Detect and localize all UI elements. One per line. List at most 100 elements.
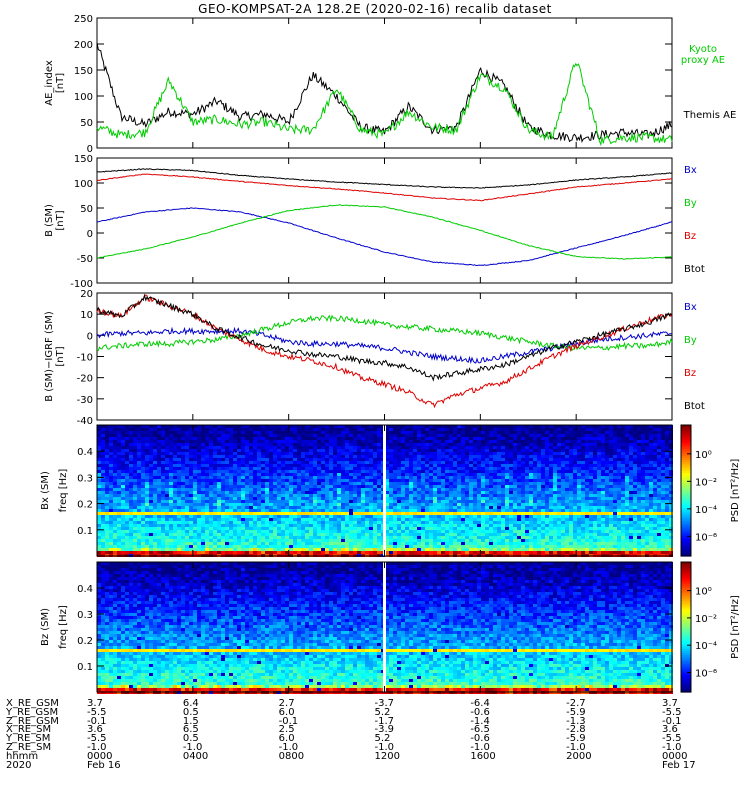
psd-cell (181, 437, 185, 440)
psd-cell (113, 461, 117, 464)
psd-cell (657, 485, 661, 488)
psd-cell (161, 503, 165, 506)
psd-cell (665, 467, 669, 470)
psd-cell (197, 485, 201, 488)
psd-cell (249, 440, 253, 443)
psd-cell (413, 503, 417, 506)
psd-cell (553, 434, 557, 437)
psd-cell (433, 440, 437, 443)
psd-cell (629, 473, 633, 476)
psd-cell (633, 461, 637, 464)
psd-cell (385, 506, 389, 509)
psd-cell (101, 506, 105, 509)
psd-cell (253, 518, 257, 521)
psd-cell (497, 515, 501, 518)
psd-cell (221, 491, 225, 494)
psd-cell (261, 446, 265, 449)
psd-cell (521, 470, 525, 473)
psd-cell (349, 428, 353, 431)
psd-cell (193, 503, 197, 506)
psd-cell (113, 485, 117, 488)
psd-cell (561, 467, 565, 470)
psd-cell (553, 524, 557, 527)
psd-cell (425, 467, 429, 470)
psd-cell (229, 473, 233, 476)
psd-cell (129, 491, 133, 494)
psd-cell (593, 491, 597, 494)
psd-cell (653, 476, 657, 479)
psd-cell (517, 500, 521, 503)
psd-cell (97, 458, 101, 461)
psd-cell (145, 488, 149, 491)
psd-cell (473, 425, 477, 428)
psd-cell (509, 425, 513, 428)
psd-cell (213, 494, 217, 497)
psd-cell (269, 497, 273, 500)
psd-cell (529, 467, 533, 470)
psd-cell (653, 440, 657, 443)
psd-cell (189, 500, 193, 503)
psd-cell (189, 485, 193, 488)
psd-cell (409, 521, 413, 524)
psd-cell (241, 512, 245, 515)
psd-cell (629, 497, 633, 500)
psd-cell (541, 509, 545, 512)
psd-cell (145, 470, 149, 473)
psd-cell (121, 518, 125, 521)
psd-cell (385, 518, 389, 521)
psd-cell (241, 506, 245, 509)
psd-cell (137, 497, 141, 500)
psd-cell (113, 500, 117, 503)
ae-legend-kyoto: Kyoto (689, 44, 717, 55)
psd-cell (205, 455, 209, 458)
psd-cell (617, 461, 621, 464)
psd-cell (401, 443, 405, 446)
psd-cell (297, 431, 301, 434)
psd-cell (373, 443, 377, 446)
psd-cell (549, 488, 553, 491)
psd-cell (241, 428, 245, 431)
psd-cell (181, 428, 185, 431)
psd-cell (521, 500, 525, 503)
psd-cell (109, 524, 113, 527)
psd-cell (529, 491, 533, 494)
psd-cell (169, 488, 173, 491)
psd-cell (141, 437, 145, 440)
psd-cell (225, 434, 229, 437)
psd-cell (353, 485, 357, 488)
psd-cell (273, 479, 277, 482)
psd-cell (641, 521, 645, 524)
psd-cell (297, 488, 301, 491)
psd-cell (357, 467, 361, 470)
psd-cell (165, 425, 169, 428)
psd-cell (449, 434, 453, 437)
psd-cell (145, 467, 149, 470)
psd-cell (137, 515, 141, 518)
psd-cell (585, 431, 589, 434)
psd-cell (109, 476, 113, 479)
psd-cell (377, 437, 381, 440)
psd-cell (225, 443, 229, 446)
psd-cell (185, 479, 189, 482)
psd-cell (337, 515, 341, 518)
psd-cell (469, 503, 473, 506)
psd-cell (609, 479, 613, 482)
psd-cell (649, 431, 653, 434)
psd-cell (417, 443, 421, 446)
psd-cell (133, 491, 137, 494)
psd-cell (389, 476, 393, 479)
psd-cell (661, 491, 665, 494)
psd-cell (273, 455, 277, 458)
psd-cell (445, 512, 449, 515)
psd-cell (469, 515, 473, 518)
psd-cell (529, 500, 533, 503)
psd-cell (473, 473, 477, 476)
psd-cell (457, 506, 461, 509)
psd-cell (269, 488, 273, 491)
psd-cell (129, 461, 133, 464)
psd-cell (469, 518, 473, 521)
psd-cell (345, 485, 349, 488)
psd-cell (637, 515, 641, 518)
psd-cell (465, 512, 469, 515)
psd-cell (241, 461, 245, 464)
